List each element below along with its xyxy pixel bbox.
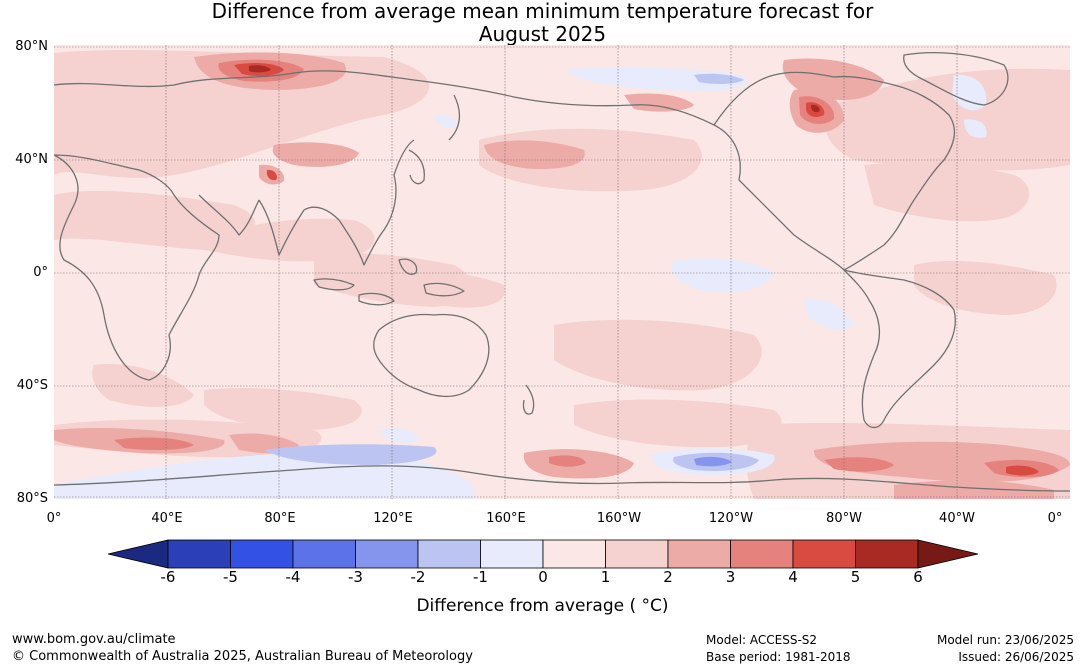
page-title: Difference from average mean minimum tem… (0, 0, 1085, 46)
colorbar-tick-label: 1 (600, 568, 611, 586)
colorbar-tick-label: 4 (788, 568, 798, 586)
lon-label-160w: 160°W (596, 511, 642, 526)
footer-base-period: Base period: 1981-2018 (706, 650, 851, 664)
lon-label-0-left: 0° (46, 511, 62, 526)
colorbar-segment (855, 539, 919, 569)
lat-label-40s: 40°S (16, 378, 48, 393)
lon-label-120e: 120°E (373, 511, 413, 526)
colorbar-segment (292, 539, 356, 569)
lon-label-80e: 80°E (264, 511, 296, 526)
colorbar-segment (730, 539, 794, 569)
colorbar-tick-label: -4 (285, 568, 301, 586)
title-line-1: Difference from average mean minimum tem… (211, 0, 874, 23)
colorbar-tick-label: 6 (913, 568, 923, 586)
coastlines (54, 52, 1070, 492)
colorbar-segment (230, 539, 294, 569)
lon-label-80w: 80°W (826, 511, 862, 526)
colorbar (108, 539, 978, 569)
footer-url: www.bom.gov.au/climate (12, 632, 176, 647)
colorbar-tick-label: -6 (160, 568, 176, 586)
lat-label-80n: 80°N (15, 39, 48, 54)
colorbar-segment (480, 539, 544, 569)
footer-issued: Issued: 26/06/2025 (958, 650, 1074, 664)
colorbar-segment (667, 539, 731, 569)
lat-label-0: 0° (33, 265, 48, 280)
colorbar-arrow-high (917, 539, 978, 569)
anomaly-minus3-to-minus2-regions (694, 456, 732, 467)
title-line-2: August 2025 (478, 22, 607, 46)
forecast-map-svg (54, 45, 1070, 499)
lat-label-40n: 40°N (15, 152, 48, 167)
colorbar-tick-label: 3 (725, 568, 736, 586)
colorbar-tick-label: 0 (538, 568, 548, 586)
lon-label-0-right: 0° (1047, 511, 1063, 526)
lat-label-80s: 80°S (16, 491, 48, 506)
footer-copyright: © Commonwealth of Australia 2025, Austra… (12, 649, 473, 664)
footer-model-info: Model: ACCESS-S2 Base period: 1981-2018 (706, 632, 851, 666)
colorbar-tick-label: -3 (348, 568, 363, 586)
lon-label-40w: 40°W (939, 511, 975, 526)
colorbar-segment (355, 539, 419, 569)
colorbar-tick-label: -5 (223, 568, 238, 586)
lon-label-40e: 40°E (151, 511, 183, 526)
lon-label-160e: 160°E (486, 511, 526, 526)
forecast-map (54, 45, 1070, 499)
lon-label-120w: 120°W (708, 511, 754, 526)
footer-run-info: Model run: 23/06/2025 Issued: 26/06/2025 (937, 632, 1074, 666)
anomaly-above-5-cores (249, 65, 820, 113)
colorbar-segment (792, 539, 856, 569)
colorbar-label: Difference from average ( °C) (416, 596, 669, 616)
colorbar-tick-label: 5 (850, 568, 861, 586)
colorbar-segments (108, 539, 978, 569)
colorbar-tick-label: 2 (663, 568, 673, 586)
colorbar-segment (542, 539, 606, 569)
footer-left: www.bom.gov.au/climate © Commonwealth of… (12, 631, 473, 665)
footer-model: Model: ACCESS-S2 (706, 633, 818, 647)
colorbar-tick-label: -2 (410, 568, 426, 586)
colorbar-segment (605, 539, 669, 569)
colorbar-segment (167, 539, 231, 569)
colorbar-segment (417, 539, 481, 569)
map-gridlines (54, 45, 1070, 499)
colorbar-arrow-low (108, 539, 169, 569)
colorbar-tick-label: -1 (473, 568, 488, 586)
footer-model-run: Model run: 23/06/2025 (936, 633, 1074, 647)
